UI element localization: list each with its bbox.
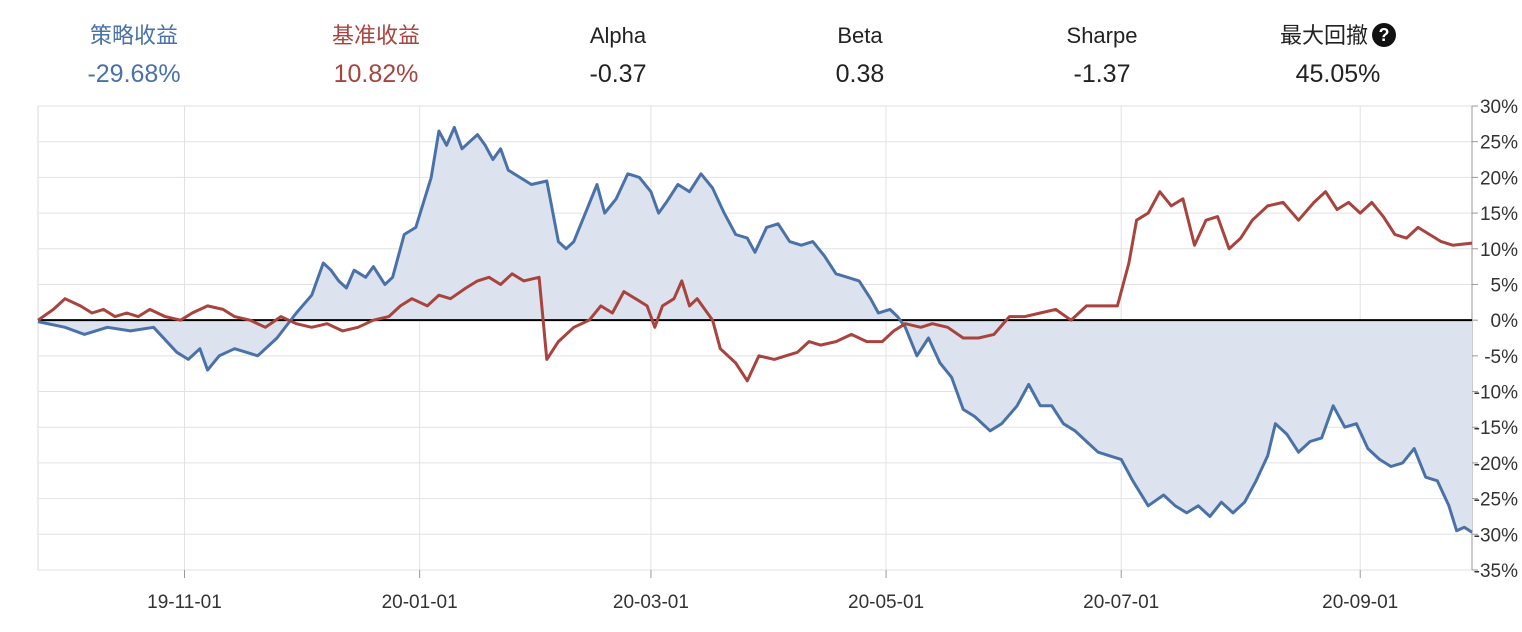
y-tick-label: 15%: [1480, 204, 1518, 225]
y-tick-label: 10%: [1480, 240, 1518, 261]
stat-label: Sharpe: [1066, 23, 1138, 48]
stat-value: -0.37: [589, 60, 647, 88]
x-tick-label: 20-07-01: [1083, 592, 1159, 613]
stat-beta: Beta 0.38: [740, 18, 980, 94]
strategy-line: [37, 125, 1473, 534]
y-tick-label: 5%: [1491, 275, 1519, 296]
stat-label: 最大回撤: [1279, 23, 1368, 48]
stat-label: Alpha: [589, 23, 647, 48]
y-tick-label: 30%: [1480, 97, 1518, 118]
x-tick-label: 19-11-01: [147, 592, 222, 613]
y-tick-label: -5%: [1484, 347, 1518, 368]
stat-value: -1.37: [1073, 60, 1131, 88]
stat-max-drawdown: 最大回撤? 45.05%: [1218, 18, 1458, 94]
y-tick-label: -20%: [1474, 454, 1518, 475]
stat-alpha: Alpha -0.37: [498, 18, 738, 94]
stat-strategy-return: 策略收益 -29.68%: [14, 18, 254, 94]
stat-sharpe: Sharpe -1.37: [982, 18, 1222, 94]
y-tick-label: -30%: [1474, 525, 1518, 546]
stat-label: 策略收益: [89, 23, 178, 48]
stat-value: 45.05%: [1295, 60, 1381, 88]
x-tick-label: 20-03-01: [613, 592, 689, 613]
stat-label-wrap: 最大回撤?: [1218, 18, 1458, 54]
stat-value: -29.68%: [87, 60, 181, 88]
stat-value: 0.38: [835, 60, 885, 88]
y-tick-label: 20%: [1480, 168, 1518, 189]
stats-row: 策略收益 -29.68% 基准收益 10.82% Alpha -0.37 Bet…: [0, 18, 1522, 98]
strategy-area: [38, 127, 1472, 533]
x-tick-label: 20-01-01: [382, 592, 458, 613]
y-tick-label: -25%: [1474, 490, 1518, 511]
y-tick-label: -35%: [1474, 561, 1518, 582]
y-tick-label: -15%: [1474, 418, 1518, 439]
stat-label: 基准收益: [331, 23, 420, 48]
y-tick-label: 25%: [1480, 133, 1518, 154]
stat-value: 10.82%: [333, 60, 419, 88]
stat-benchmark-return: 基准收益 10.82%: [256, 18, 496, 94]
stat-label: Beta: [837, 23, 883, 48]
y-tick-label: 0%: [1491, 311, 1519, 332]
benchmark-line: [37, 190, 1473, 383]
x-tick-label: 20-05-01: [848, 592, 924, 613]
y-tick-label: -10%: [1474, 383, 1518, 404]
x-tick-label: 20-09-01: [1322, 592, 1398, 613]
question-circle-icon[interactable]: ?: [1372, 23, 1396, 47]
